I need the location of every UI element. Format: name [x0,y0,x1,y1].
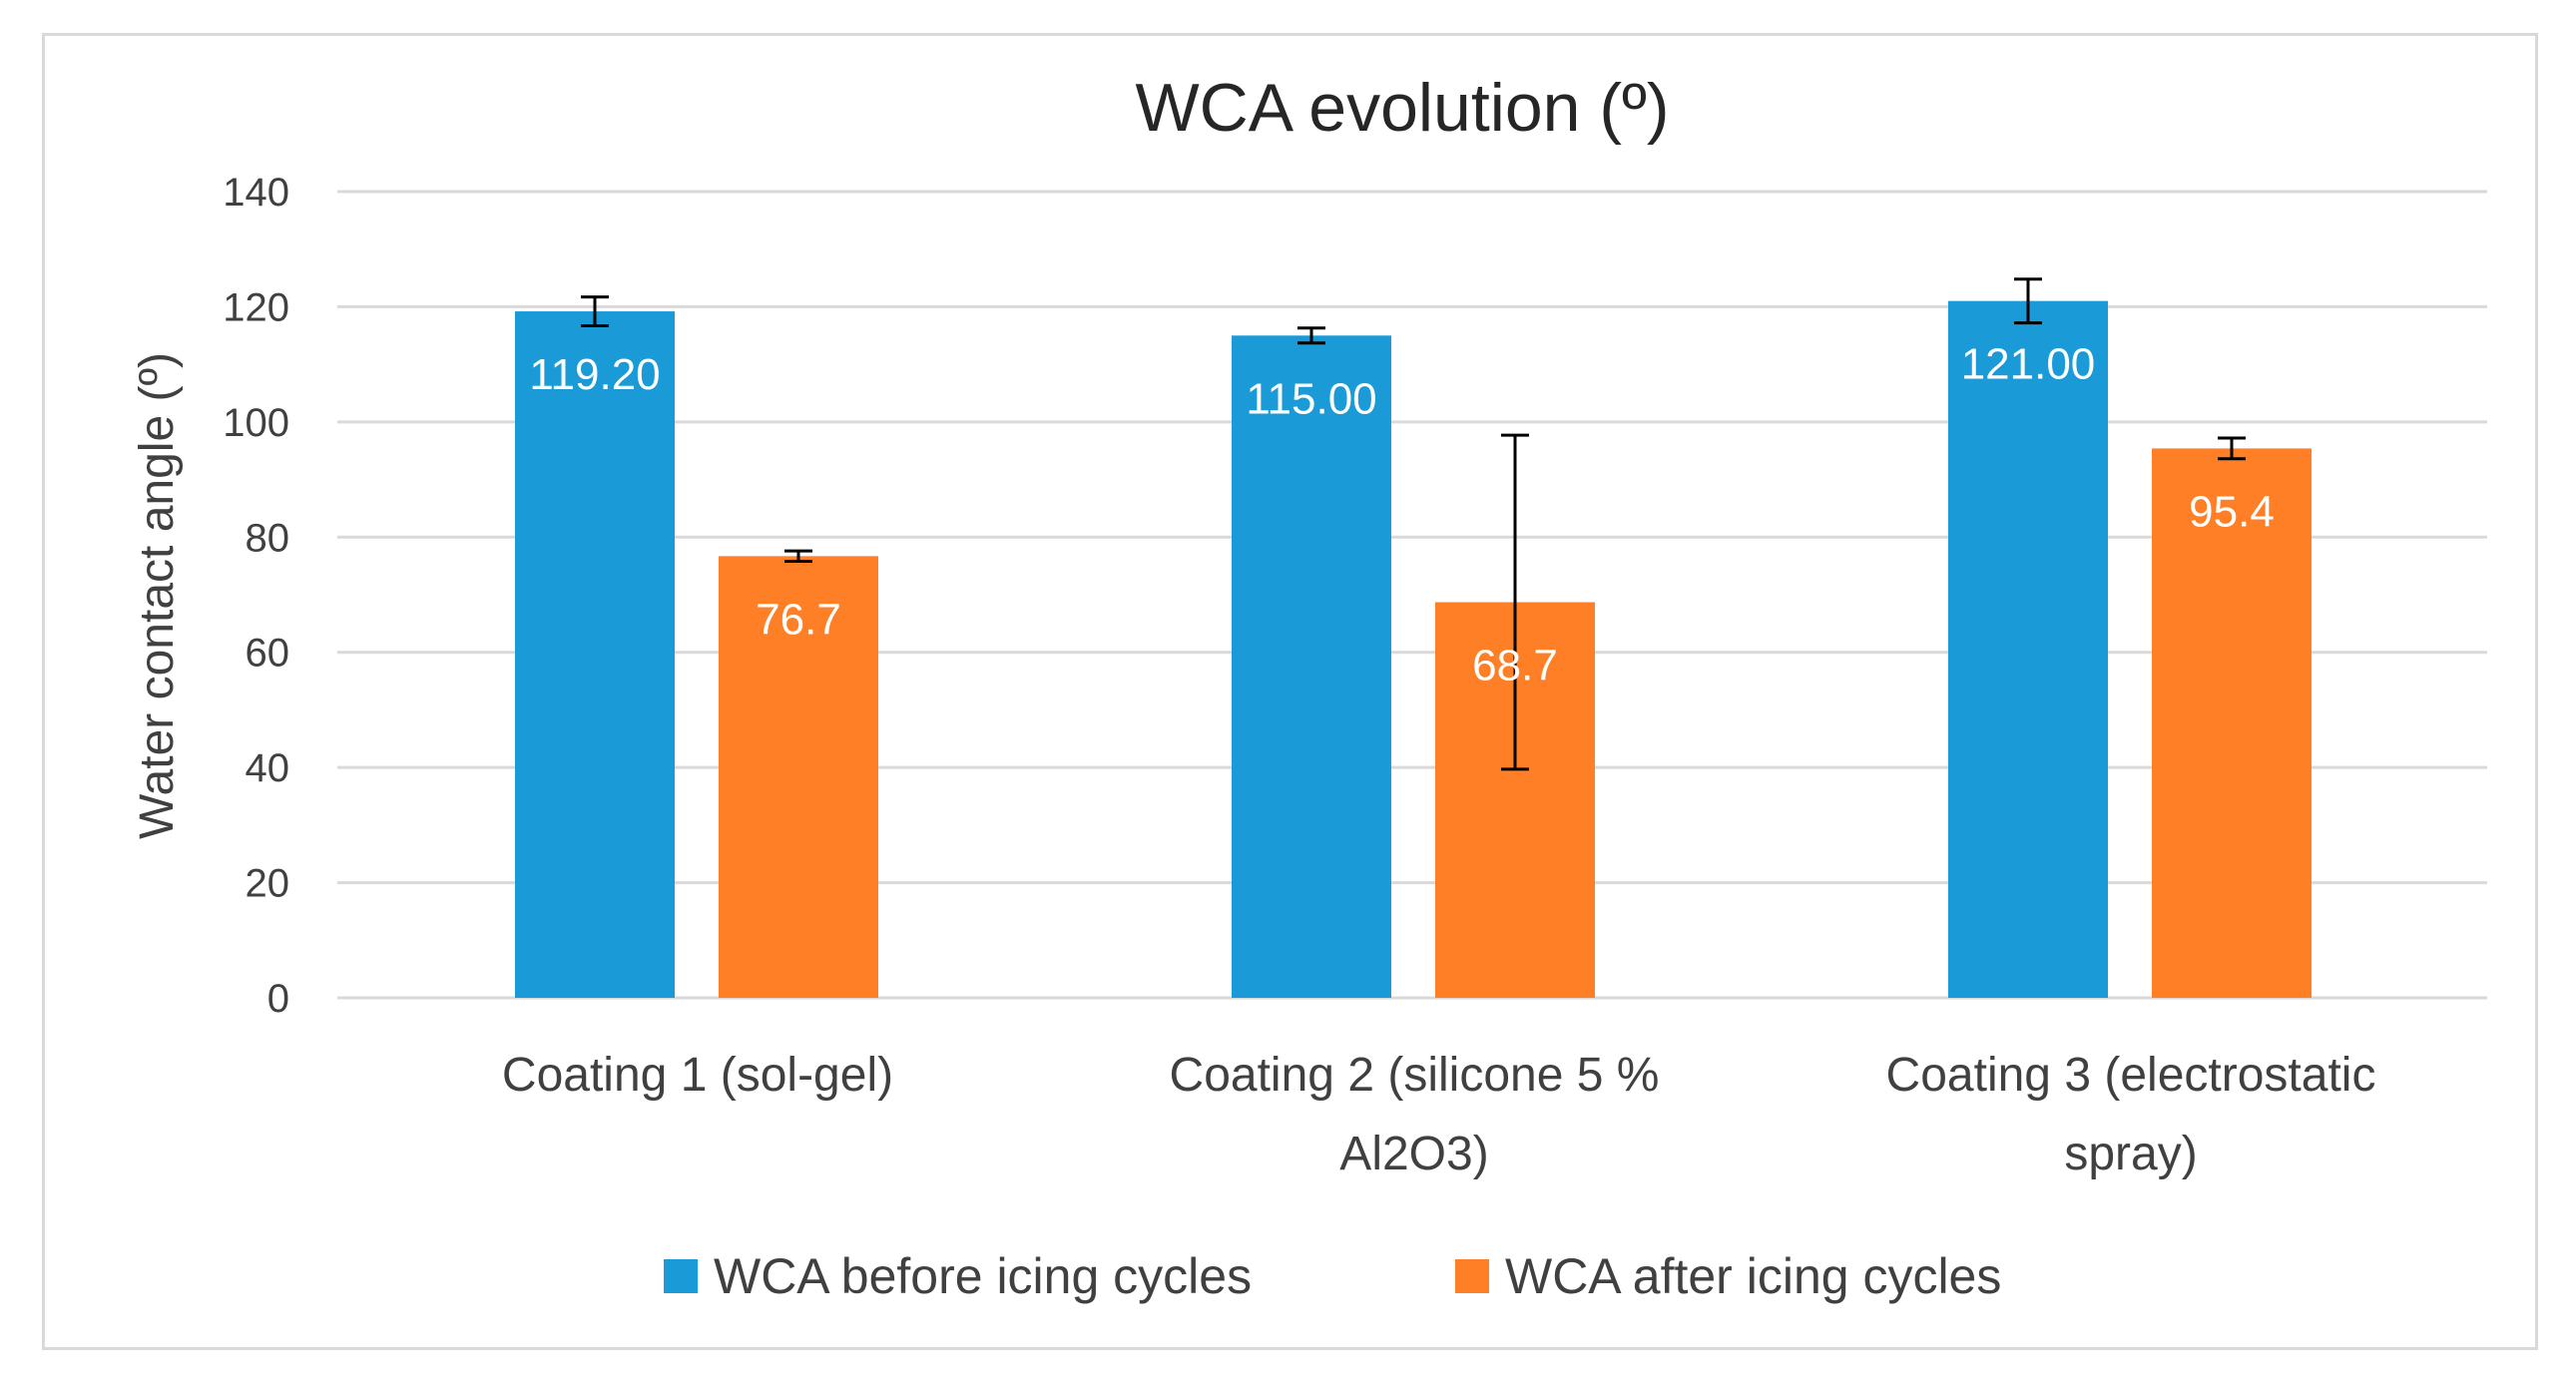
bar [719,556,878,998]
category-label: Coating 1 (sol-gel) [502,1049,893,1102]
data-label: 121.00 [1961,340,2096,389]
error-bar [1501,433,1529,771]
data-label: 68.7 [1472,642,1558,691]
y-axis-ticks: 0 20 40 60 80 100 120 140 [223,171,289,1021]
error-bar [1297,326,1325,345]
y-tick-label: 40 [246,746,290,790]
category-label: Coating 2 (silicone 5 % [1170,1049,1660,1102]
bars [515,300,2312,999]
error-bar [784,549,812,564]
data-labels: 119.20 115.00 121.00 76.7 68.7 95.4 [529,340,2274,691]
legend: WCA before icing cycles WCA after icing c… [664,1248,2001,1304]
bar [1948,300,2108,999]
data-label: 119.20 [529,350,660,399]
data-label: 95.4 [2189,487,2275,536]
gridlines [337,190,2487,1000]
legend-swatch [1455,1259,1489,1293]
x-axis-categories: Coating 1 (sol-gel) Coating 2 (silicone 5… [502,1049,2376,1180]
y-tick-label: 0 [267,977,289,1021]
category-label: Coating 3 (electrostatic [1886,1049,2376,1102]
legend-swatch [664,1259,698,1293]
error-bar [581,295,609,327]
legend-label: WCA before icing cycles [714,1248,1252,1304]
y-tick-label: 140 [223,171,289,215]
legend-label: WCA after icing cycles [1505,1248,2001,1304]
bar [515,311,675,998]
bar [2152,448,2312,998]
y-tick-label: 120 [223,285,289,329]
chart-title: WCA evolution (º) [1135,70,1669,146]
error-bar [2218,436,2246,461]
error-bar [2014,277,2042,325]
bar [1232,335,1391,998]
y-tick-label: 80 [246,516,290,560]
y-tick-label: 100 [223,401,289,445]
y-tick-label: 20 [246,862,290,906]
data-label: 115.00 [1246,374,1376,423]
error-bars [581,277,2246,771]
data-label: 76.7 [756,595,841,644]
category-label: Al2O3) [1339,1128,1488,1180]
y-tick-label: 60 [246,632,290,676]
y-axis-label: Water contact angle (º) [131,352,184,839]
category-label: spray) [2064,1128,2197,1180]
